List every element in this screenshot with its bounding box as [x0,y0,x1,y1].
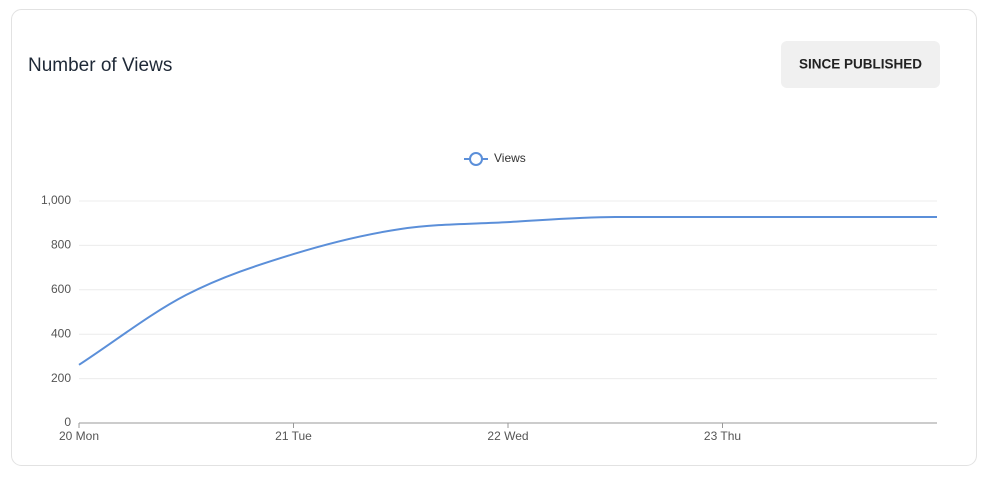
y-tick-label: 800 [51,238,71,252]
x-tick-label: 23 Thu [704,429,741,443]
y-tick-label: 600 [51,282,71,296]
button-label[interactable]: SINCE PUBLISHED [799,57,922,72]
y-tick-label: 400 [51,326,71,340]
y-tick-label: 0 [64,415,71,429]
y-tick-label: 200 [51,371,71,385]
button[interactable] [781,41,940,88]
x-tick-label: 20 Mon [59,429,99,443]
card [11,9,977,466]
y-tick-label: 1,000 [41,193,71,207]
x-tick-label: 22 Wed [487,429,528,443]
legend-marker [469,152,483,166]
chart-title: Number of Views [28,55,172,76]
legend-label: Views [494,151,526,165]
line [78,215,937,366]
x-tick-label: 21 Tue [275,429,312,443]
